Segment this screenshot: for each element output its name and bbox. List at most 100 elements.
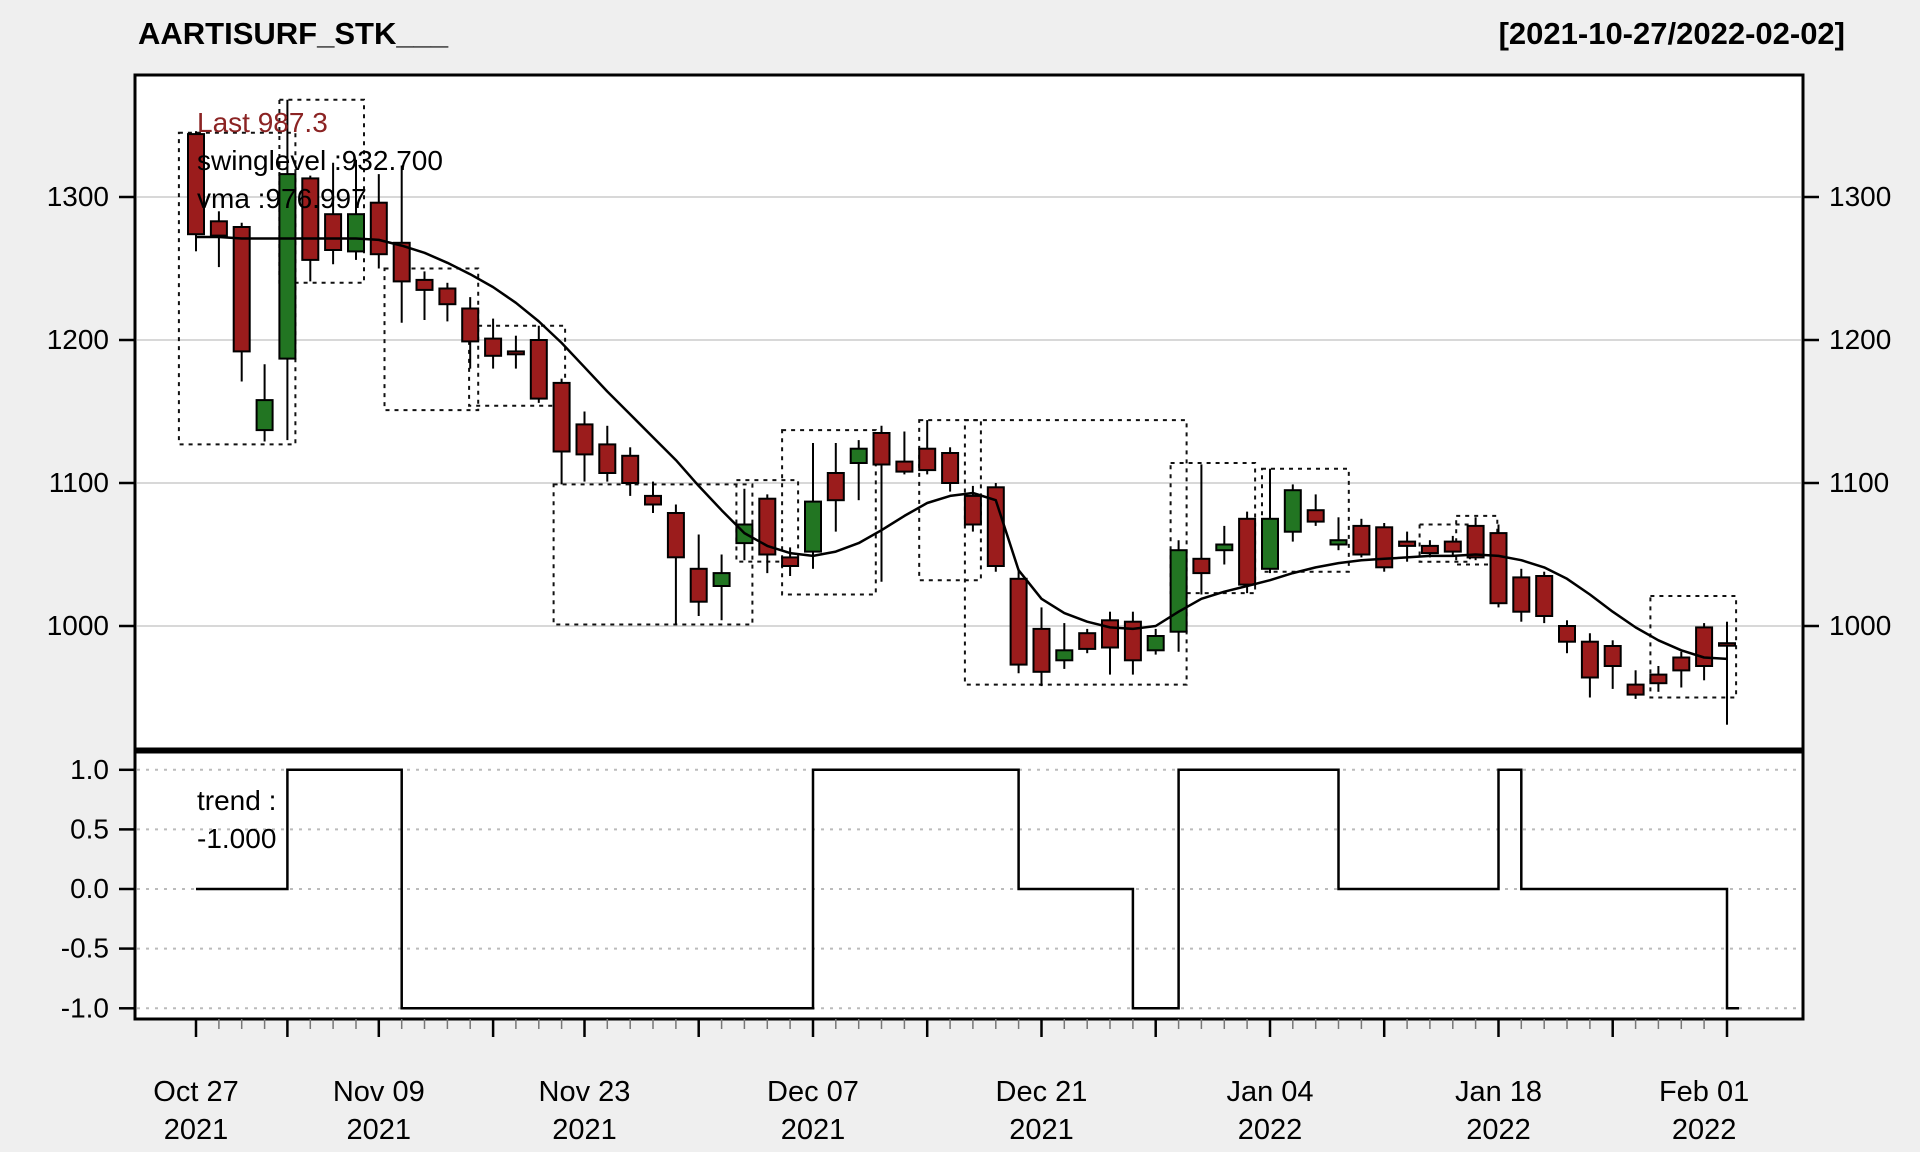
swinglevel-annotation: swinglevel :932.700: [197, 145, 443, 176]
candle-body: [392, 241, 411, 283]
candle-body: [1101, 619, 1119, 649]
candle-body: [438, 287, 457, 306]
candle-body: [1169, 549, 1188, 633]
axis-tick-label: 1200: [1829, 324, 1891, 355]
candle-body: [369, 201, 388, 256]
candle-body: [324, 213, 343, 251]
price-grid: [137, 196, 1801, 627]
axis-tick-label: 1.0: [70, 754, 109, 785]
candle-body: [506, 350, 525, 356]
candle-body: [575, 423, 594, 456]
candle-body: [347, 213, 365, 253]
candle-body: [895, 460, 914, 473]
candle-body: [1032, 627, 1051, 673]
candle-body: [484, 337, 503, 357]
axis-tick-label: Dec 21: [996, 1076, 1088, 1108]
x-axis: Oct 27 2021 Nov 09 2021 Nov 23 2021 Dec 07 2021…: [153, 1019, 1749, 1146]
axis-tick-label: Nov 09: [333, 1076, 425, 1108]
candle-body: [712, 572, 731, 587]
axis-tick-label: 1100: [49, 467, 109, 498]
axis-tick-label: 0.5: [70, 813, 109, 844]
candle-body: [1398, 540, 1417, 547]
axis-tick-label: 2021: [552, 1114, 617, 1146]
vma-annotation: vma :976.997: [197, 183, 367, 214]
candle-body: [1283, 489, 1302, 533]
axis-tick-label: 0.0: [70, 873, 109, 904]
swing-level-box: [781, 429, 877, 596]
candle-body: [1466, 524, 1485, 559]
axis-tick-label: 1100: [1829, 467, 1889, 498]
candle-body: [187, 133, 205, 236]
candle-body: [1420, 544, 1439, 555]
candle-body: [1261, 517, 1279, 570]
candle-body: [1603, 645, 1622, 667]
candle-body: [1558, 625, 1576, 643]
candle-body: [1123, 620, 1142, 662]
candle-body: [461, 307, 480, 343]
panels: [133, 73, 1805, 1021]
candle-body: [689, 567, 708, 603]
axis-tick-label: -0.5: [61, 933, 109, 964]
candle-body: [849, 447, 868, 465]
axis-tick-label: 2022: [1466, 1114, 1531, 1146]
candle-body: [1375, 526, 1394, 569]
candle-body: [621, 454, 640, 484]
candle-body: [781, 556, 800, 568]
trend-annotation: trend : -1.000: [197, 782, 276, 858]
axis-tick-label: 2022: [1238, 1114, 1303, 1146]
candle-body: [872, 432, 891, 466]
price-y-axis: 1000 1000 1100 1100 1200 1200 1300 1300: [47, 181, 1892, 641]
candle-body: [1238, 517, 1257, 586]
candle-body: [529, 339, 548, 400]
axis-tick-label: 1300: [1829, 181, 1891, 212]
last-price-annotation: Last 987.3: [197, 107, 328, 138]
axis-tick-label: 1000: [47, 610, 109, 641]
candle-body: [1192, 557, 1211, 575]
candle-body: [644, 494, 662, 506]
swing-level-box: [468, 324, 567, 407]
candle-body: [1649, 673, 1668, 685]
swing-level-box: [1649, 595, 1738, 699]
axis-tick-label: Jan 18: [1455, 1076, 1542, 1108]
candle-body: [598, 443, 617, 474]
trend-panel: [133, 750, 1805, 1021]
candle-body: [1695, 626, 1714, 668]
axis-tick-label: 1000: [1829, 610, 1891, 641]
candle-body: [1672, 656, 1691, 672]
axis-tick-label: 2022: [1672, 1114, 1737, 1146]
candle-body: [918, 447, 937, 472]
trend-step-path: [196, 768, 1739, 1010]
candle-body: [255, 399, 274, 432]
candle-body: [1352, 524, 1371, 556]
candle-body: [804, 500, 822, 553]
candle-body: [1626, 683, 1645, 696]
axis-tick-label: 2021: [164, 1114, 229, 1146]
swing-level-box: [1418, 523, 1471, 563]
axis-tick-label: 2021: [347, 1114, 412, 1146]
trend-annotation-line1: trend :: [197, 785, 277, 816]
axis-tick-label: Dec 07: [767, 1076, 859, 1108]
candle-body: [1078, 632, 1097, 650]
vma-curve: [196, 235, 1728, 661]
candle-body: [1580, 640, 1599, 679]
trend-annotation-line2: -1.000: [197, 823, 277, 854]
candle-body: [278, 173, 297, 360]
candle-body: [1215, 543, 1234, 552]
swing-level-box: [918, 419, 982, 582]
candle-body: [1535, 575, 1554, 617]
candle-body: [963, 494, 982, 526]
axis-tick-label: Feb 01: [1659, 1076, 1749, 1108]
axis-tick-label: 2021: [1009, 1114, 1074, 1146]
axis-tick-label: Nov 23: [539, 1076, 631, 1108]
candle-body: [1306, 509, 1325, 523]
candle-body: [666, 512, 685, 559]
candle-body: [1146, 635, 1165, 652]
swing-level-box: [1261, 467, 1350, 573]
candle-body: [1009, 577, 1028, 666]
candle-body: [209, 220, 228, 237]
axis-tick-label: -1.0: [61, 992, 109, 1023]
date-range-label: [2021-10-27/2022-02-02]: [1498, 16, 1845, 51]
candle-body: [552, 381, 571, 453]
candle-body: [1443, 540, 1462, 553]
